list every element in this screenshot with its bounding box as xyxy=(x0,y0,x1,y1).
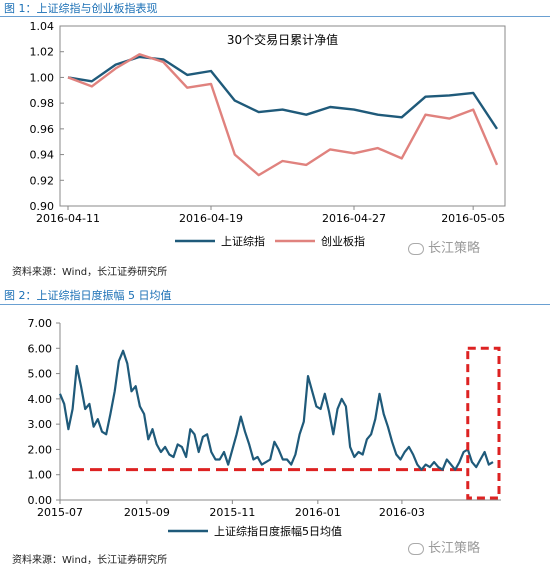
chart2-ytick-label: 1.00 xyxy=(28,469,53,482)
chart1-ytick-label: 1.00 xyxy=(30,71,55,84)
chart1-xtick-label: 2016-04-11 xyxy=(36,212,100,225)
chart2-ytick-label: 7.00 xyxy=(28,317,53,330)
chart1-xtick-label: 2016-04-27 xyxy=(322,212,386,225)
chart1-ytick-label: 1.02 xyxy=(30,46,55,59)
chart1-xtick-label: 2016-04-19 xyxy=(179,212,243,225)
chart2-svg: 0.00 1.00 2.00 3.00 4.00 5.00 6.00 7.00 2015-07 2… xyxy=(28,317,501,538)
chart1-series-line xyxy=(67,53,499,177)
figure1-title: 图 1：上证综指与创业板指表现 xyxy=(4,2,158,15)
chart1-ytick-label: 0.98 xyxy=(30,97,55,110)
wechat-icon xyxy=(408,242,424,255)
figure1-watermark: 长江策略 xyxy=(408,237,480,256)
figure1-title-rule xyxy=(0,16,550,17)
wechat-icon xyxy=(408,542,424,555)
chart2-ytick-label: 6.00 xyxy=(28,342,53,355)
chart1-svg: 30个交易日累计净值 0.90 0.92 0.94 0.96 0.98 1.00 1.02 1.… xyxy=(30,20,506,248)
chart2-highlight-box xyxy=(466,346,501,500)
figure2-title: 图 2：上证综指日度振幅 5 日均值 xyxy=(4,289,172,302)
figure2-title-rule xyxy=(0,304,550,305)
chart2-ytick-label: 2.00 xyxy=(28,443,53,456)
figure1-watermark-text: 长江策略 xyxy=(428,241,481,256)
chart1-ytick-label: 0.92 xyxy=(30,174,55,187)
chart1-series-line xyxy=(67,55,499,130)
chart1-plot-frame xyxy=(59,25,506,207)
chart2-xtick-label: 2015-11 xyxy=(209,506,255,519)
chart1-ytick-label: 0.96 xyxy=(30,123,55,136)
chart1-legend-label: 上证综指 xyxy=(221,234,265,248)
figure1-source: 资料来源：Wind，长江证券研究所 xyxy=(12,267,168,278)
chart2-legend-label: 上证综指日度振幅5日均值 xyxy=(214,524,342,538)
chart1-ytick-label: 0.90 xyxy=(30,200,55,213)
chart2-xtick-label: 2016-01 xyxy=(295,506,341,519)
chart2-xtick-label: 2015-09 xyxy=(124,506,170,519)
figure2-watermark-text: 长江策略 xyxy=(428,541,481,556)
chart2-xtick-label: 2015-07 xyxy=(37,506,83,519)
chart2-xtick-label: 2016-03 xyxy=(379,506,425,519)
chart2-ytick-label: 4.00 xyxy=(28,393,53,406)
chart1-xtick-label: 2016-05-05 xyxy=(441,212,505,225)
chart2-ytick-label: 3.00 xyxy=(28,418,53,431)
chart1-ytick-label: 0.94 xyxy=(30,149,55,162)
chart1-legend-label: 创业板指 xyxy=(321,234,365,248)
chart2-ytick-label: 0.00 xyxy=(28,494,53,507)
chart2-ytick-label: 5.00 xyxy=(28,368,53,381)
figure2-watermark: 长江策略 xyxy=(408,537,480,556)
chart1-title: 30个交易日累计净值 xyxy=(227,32,338,47)
chart1-ytick-label: 1.04 xyxy=(30,20,55,33)
figure2-source: 资料来源：Wind，长江证券研究所 xyxy=(12,555,168,566)
chart2-series-line xyxy=(58,349,494,471)
